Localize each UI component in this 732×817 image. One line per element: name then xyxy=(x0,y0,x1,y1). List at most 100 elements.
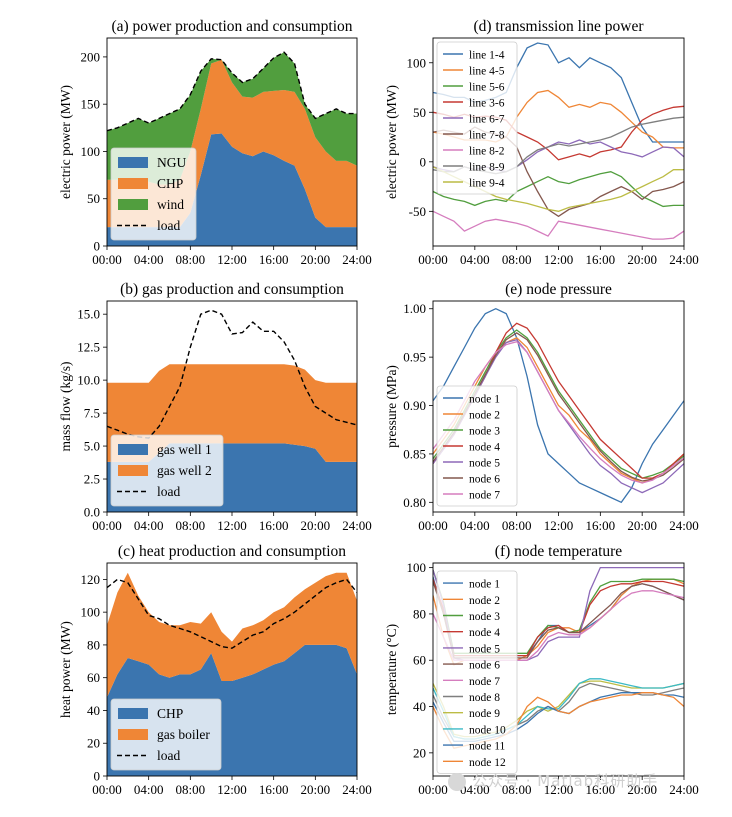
legend-box xyxy=(436,385,518,507)
series-line-node-7 xyxy=(433,340,684,484)
legend-label: node 3 xyxy=(469,611,500,623)
legend-box xyxy=(436,41,518,195)
series-line-line-5-6 xyxy=(433,171,684,208)
x-tick-label: 16:00 xyxy=(586,782,616,797)
x-tick-label: 12:00 xyxy=(217,782,247,797)
chart-title: (a) power production and consumption xyxy=(111,18,352,35)
legend-label: gas boiler xyxy=(157,727,210,742)
area-NGU xyxy=(107,133,357,246)
x-tick-label: 20:00 xyxy=(301,252,331,267)
y-tick-label: 0.0 xyxy=(84,505,100,520)
x-tick-label: 20:00 xyxy=(301,518,331,533)
legend-box xyxy=(110,147,197,241)
legend-swatch xyxy=(118,178,148,189)
y-tick-label: -50 xyxy=(409,204,426,219)
y-tick-label: 120 xyxy=(81,572,101,587)
legend-label: node 9 xyxy=(469,708,500,720)
x-tick-label: 16:00 xyxy=(259,782,289,797)
y-tick-label: 100 xyxy=(81,144,101,159)
legend-label: NGU xyxy=(157,155,186,170)
y-tick-label: 10.0 xyxy=(77,373,100,388)
y-tick-label: 12.5 xyxy=(77,340,100,355)
y-tick-label: 80 xyxy=(87,637,100,652)
y-tick-label: 2.5 xyxy=(84,472,100,487)
legend-label: load xyxy=(157,748,180,763)
legend-swatch xyxy=(118,729,148,740)
x-tick-label: 00:00 xyxy=(418,782,448,797)
x-tick-label: 16:00 xyxy=(259,252,289,267)
x-tick-label: 20:00 xyxy=(627,518,657,533)
legend-label: line 4-5 xyxy=(469,66,505,78)
legend-swatch xyxy=(118,444,148,455)
legend-label: wind xyxy=(157,197,184,212)
chart-title: (b) gas production and consumption xyxy=(120,281,344,298)
y-axis-label: electric power (MW) xyxy=(58,85,73,199)
legend-label: line 3-6 xyxy=(469,98,505,110)
y-tick-label: 0.95 xyxy=(403,350,426,365)
legend-label: node 6 xyxy=(469,660,500,672)
x-tick-label: 12:00 xyxy=(217,252,247,267)
y-tick-label: 200 xyxy=(81,49,101,64)
watermark-text: 公众号 · Matlab科研助手 xyxy=(472,772,659,790)
legend-label: node 3 xyxy=(469,426,500,438)
y-axis-label: temperature (°C) xyxy=(384,624,399,715)
x-tick-label: 04:00 xyxy=(460,252,490,267)
y-tick-label: 20 xyxy=(87,736,100,751)
area-gas-boiler xyxy=(107,572,357,698)
legend-label: line 8-9 xyxy=(469,162,505,174)
series-line-load xyxy=(107,51,357,132)
x-tick-label: 04:00 xyxy=(134,518,164,533)
x-tick-label: 08:00 xyxy=(176,782,206,797)
y-tick-label: 40 xyxy=(413,699,426,714)
x-tick-label: 24:00 xyxy=(669,518,699,533)
y-tick-label: 5.0 xyxy=(84,439,100,454)
x-tick-label: 24:00 xyxy=(342,252,372,267)
legend-label: node 2 xyxy=(469,595,500,607)
y-tick-label: 80 xyxy=(413,606,426,621)
x-tick-label: 24:00 xyxy=(342,782,372,797)
x-tick-label: 04:00 xyxy=(460,782,490,797)
y-axis-label: pressure (MPa) xyxy=(384,365,399,448)
legend-label: node 5 xyxy=(469,643,500,655)
y-tick-label: 60 xyxy=(413,653,426,668)
legend-swatch xyxy=(118,157,148,168)
chart-title: (c) heat production and consumption xyxy=(118,543,346,560)
y-tick-label: 1.00 xyxy=(403,301,426,316)
legend-label: node 4 xyxy=(469,442,500,454)
x-tick-label: 00:00 xyxy=(418,252,448,267)
y-tick-label: 50 xyxy=(413,105,426,120)
y-axis-label: electric power (MW) xyxy=(384,85,399,199)
chart-c: 00:00 04:00 08:00 12:00 16:00 20:00 24:00 0 20 40… xyxy=(58,543,372,797)
x-tick-label: 00:00 xyxy=(92,518,122,533)
y-tick-label: 100 xyxy=(407,560,427,575)
y-axis-label: heat power (MW) xyxy=(58,621,73,718)
x-tick-label: 08:00 xyxy=(502,782,532,797)
x-tick-label: 20:00 xyxy=(301,782,331,797)
y-tick-label: 0 xyxy=(94,769,101,784)
y-tick-label: 0 xyxy=(420,154,427,169)
legend-label: node 7 xyxy=(469,676,500,688)
legend-label: line 7-8 xyxy=(469,130,505,142)
x-tick-label: 08:00 xyxy=(502,252,532,267)
y-tick-label: 20 xyxy=(413,745,426,760)
y-tick-label: 0.85 xyxy=(403,446,426,461)
y-tick-label: 100 xyxy=(81,605,101,620)
y-tick-label: 0.90 xyxy=(403,398,426,413)
legend-label: node 1 xyxy=(469,579,500,591)
legend-swatch xyxy=(118,465,148,476)
wechat-logo-icon xyxy=(448,772,466,791)
chart-f: 00:00 04:00 08:00 12:00 16:00 20:00 24:00 20 40 6… xyxy=(384,543,699,797)
x-tick-label: 20:00 xyxy=(627,252,657,267)
y-tick-label: 100 xyxy=(407,55,427,70)
series-line-line-8-2 xyxy=(433,210,684,240)
legend-label: node 2 xyxy=(469,410,500,422)
x-tick-label: 04:00 xyxy=(134,252,164,267)
chart-title: (f) node temperature xyxy=(495,543,622,560)
x-tick-label: 16:00 xyxy=(586,252,616,267)
legend-label: line 8-2 xyxy=(469,146,505,158)
x-tick-label: 24:00 xyxy=(669,252,699,267)
legend-label: node 4 xyxy=(469,627,500,639)
series-line-load xyxy=(107,578,357,649)
legend-label: node 6 xyxy=(469,474,500,486)
